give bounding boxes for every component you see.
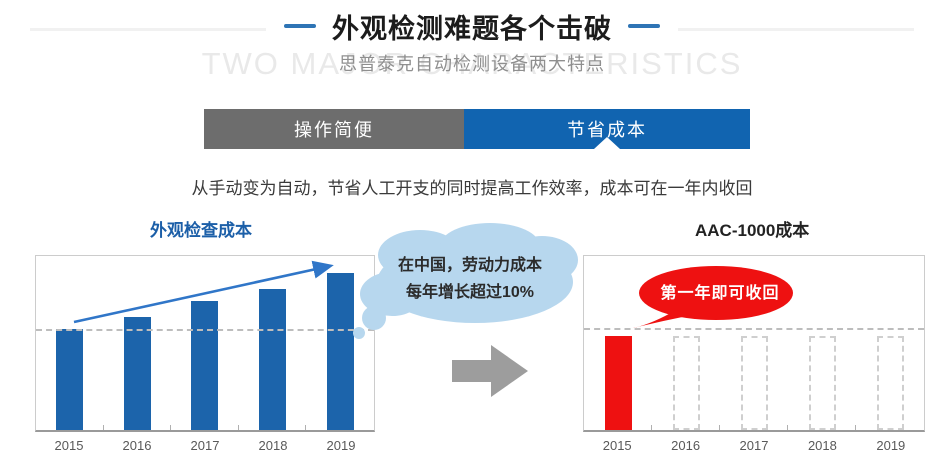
- bar-2018: [259, 289, 287, 430]
- cloud-callout: 在中国，劳动力成本 每年增长超过10%: [350, 222, 590, 342]
- bar-2018: [808, 336, 836, 430]
- section-description: 从手动变为自动，节省人工开支的同时提高工作效率，成本可在一年内收回: [191, 179, 753, 198]
- red-callout-text: 第一年即可收回: [660, 285, 780, 302]
- bars-row: [584, 256, 924, 430]
- cloud-callout-line1: 在中国，劳动力成本: [397, 257, 542, 274]
- trend-arrow-icon: [73, 260, 334, 324]
- axis-label-2016: 2016: [671, 438, 701, 453]
- bar-2017: [191, 301, 219, 430]
- left-chart: [35, 255, 375, 432]
- left-chart-reference-line: [36, 329, 374, 331]
- axis-label-2017: 2017: [190, 438, 220, 453]
- bar-slot-2015: [36, 256, 104, 430]
- axis-label-2015: 2015: [54, 438, 84, 453]
- tab-easy-operation[interactable]: 操作简便: [204, 109, 464, 149]
- bar-2019: [876, 336, 904, 430]
- bars-row: [36, 256, 374, 430]
- bar-slot-2019: [306, 256, 374, 430]
- axis-label-2019: 2019: [326, 438, 356, 453]
- page-title: 外观检测难题各个击破: [332, 13, 612, 44]
- cloud-bubble-icon: [353, 223, 578, 339]
- right-arrow-icon: [452, 345, 528, 397]
- right-chart-title: AAC-1000成本: [695, 221, 810, 240]
- title-dash-right-icon: [628, 24, 660, 28]
- right-chart-reference-line: [584, 328, 924, 330]
- cloud-callout-text: 在中国，劳动力成本 每年增长超过10%: [370, 252, 570, 306]
- right-arrow-body: [452, 360, 491, 382]
- tab-cost-saving-label: 节省成本: [567, 120, 647, 140]
- bar-slot-2019: [856, 256, 924, 430]
- axis-label-2016: 2016: [122, 438, 152, 453]
- axis-label-2015: 2015: [602, 438, 632, 453]
- bar-slot-2017: [171, 256, 239, 430]
- bar-2015: [604, 336, 632, 430]
- tab-bar: 操作简便 节省成本: [204, 109, 750, 149]
- bar-slot-2018: [239, 256, 307, 430]
- cloud-callout-line2: 每年增长超过10%: [405, 284, 535, 301]
- bar-2019: [326, 273, 354, 430]
- active-tab-pointer-icon: [594, 137, 620, 149]
- bar-2016: [672, 336, 700, 430]
- red-callout: 第一年即可收回: [628, 262, 808, 337]
- page-title-block: 外观检测难题各个击破: [266, 8, 678, 44]
- left-chart-title: 外观检查成本: [150, 221, 252, 240]
- bar-slot-2017: [720, 256, 788, 430]
- speech-bubble-icon: [633, 266, 793, 328]
- right-chart-axis-labels: 2015 2016 2017 2018 2019: [583, 438, 925, 453]
- bar-slot-2015: [584, 256, 652, 430]
- bar-2015: [56, 329, 84, 430]
- bar-slot-2016: [104, 256, 172, 430]
- left-chart-axis-labels: 2015 2016 2017 2018 2019: [35, 438, 375, 453]
- watermark-text: TWO MAJOR CHARACTERISTICS: [201, 46, 743, 81]
- axis-label-2017: 2017: [739, 438, 769, 453]
- tab-easy-operation-label: 操作简便: [294, 120, 374, 140]
- bar-2016: [123, 316, 151, 430]
- bar-2017: [740, 336, 768, 430]
- right-arrow-head: [491, 345, 528, 397]
- axis-label-2018: 2018: [258, 438, 288, 453]
- axis-label-2019: 2019: [876, 438, 906, 453]
- tab-cost-saving[interactable]: 节省成本: [464, 109, 750, 149]
- title-dash-left-icon: [284, 24, 316, 28]
- bar-slot-2018: [788, 256, 856, 430]
- bar-slot-2016: [652, 256, 720, 430]
- page-subtitle: 思普泰克自动检测设备两大特点: [339, 54, 605, 74]
- axis-label-2018: 2018: [807, 438, 837, 453]
